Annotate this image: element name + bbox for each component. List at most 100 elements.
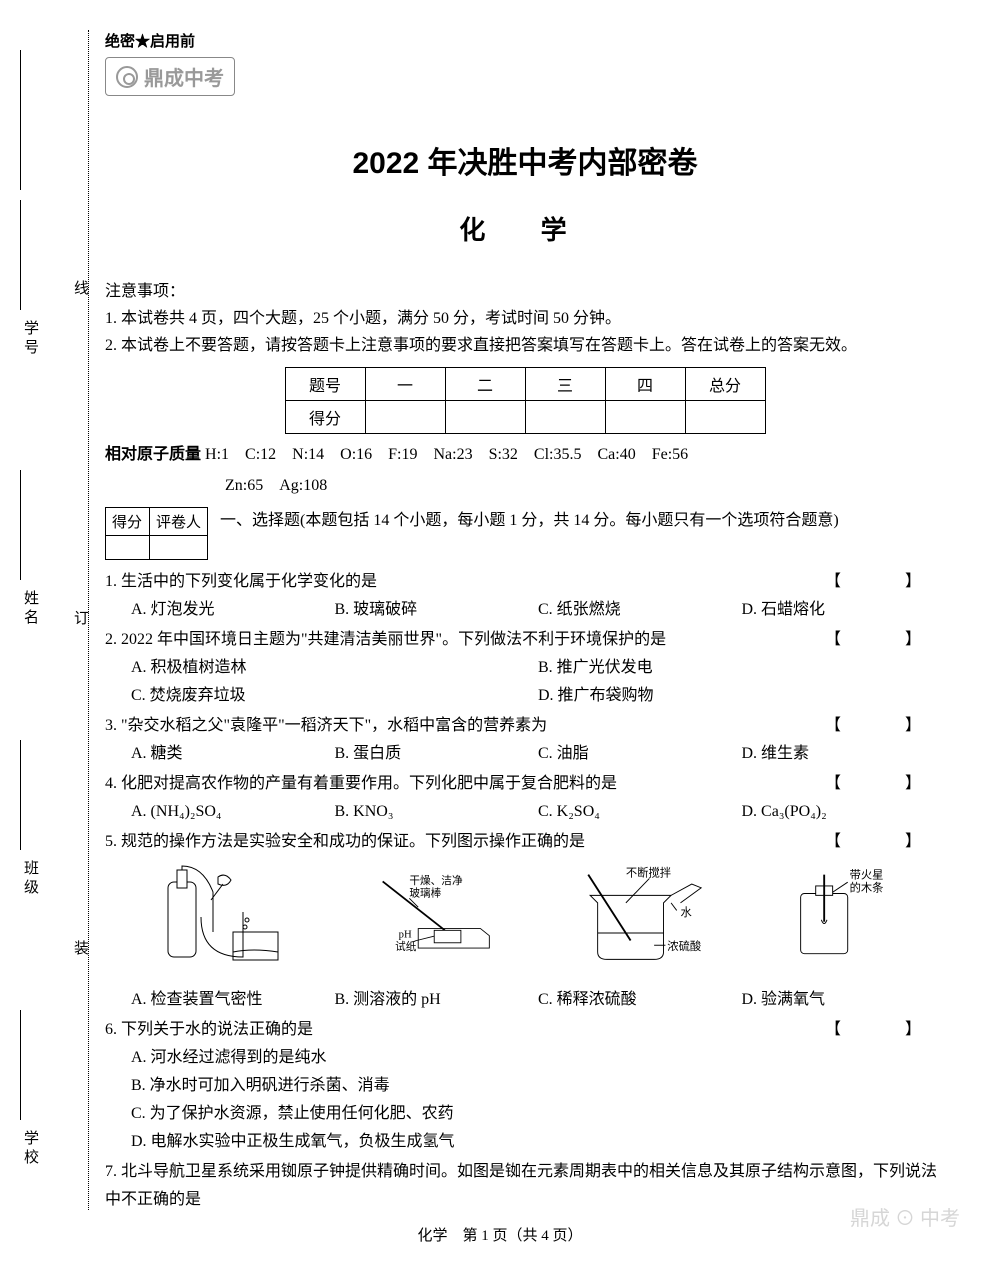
- question-1: 1. 生活中的下列变化属于化学变化的是 【 】 A. 灯泡发光 B. 玻璃破碎 …: [105, 568, 945, 624]
- td-blank: [525, 400, 605, 433]
- question-6: 6. 下列关于水的说法正确的是 【 】 A. 河水经过滤得到的是纯水 B. 净水…: [105, 1016, 945, 1156]
- question-5: 5. 规范的操作方法是实验安全和成功的保证。下列图示操作正确的是 【 】: [105, 828, 945, 1014]
- q6-opt-A: A. 河水经过滤得到的是纯水: [105, 1044, 945, 1072]
- q6-B: B. 净水时可加入明矾进行杀菌、消毒: [131, 1072, 945, 1100]
- table-row: 题号 一 二 三 四 总分: [285, 367, 765, 400]
- q1-text: 1. 生活中的下列变化属于化学变化的是: [105, 568, 825, 596]
- atomic-label: 相对原子质量: [105, 446, 201, 463]
- q3-A: A. 糖类: [131, 740, 335, 768]
- q2-D: D. 推广布袋购物: [538, 682, 945, 710]
- exam-subject: 化 学: [105, 210, 945, 247]
- answer-bracket: 【 】: [825, 770, 945, 798]
- label-glass-rod: 干燥、洁净: [410, 874, 464, 887]
- answer-bracket: 【 】: [825, 712, 945, 740]
- q1-C: C. 纸张燃烧: [538, 596, 742, 624]
- logo-badge: 鼎成中考: [105, 57, 235, 96]
- q6-opt-B: B. 净水时可加入明矾进行杀菌、消毒: [105, 1072, 945, 1100]
- q6-A: A. 河水经过滤得到的是纯水: [131, 1044, 945, 1072]
- q6-text: 6. 下列关于水的说法正确的是: [105, 1016, 825, 1044]
- q6-C: C. 为了保护水资源，禁止使用任何化肥、农药: [131, 1100, 945, 1128]
- q5-diagram-D: 带火星 的木条: [742, 862, 946, 980]
- grader-blank: [106, 535, 150, 559]
- notice-heading: 注意事项：: [105, 277, 945, 301]
- confidential-label: 绝密★启用前: [105, 30, 945, 51]
- notice-item-1: 1. 本试卷共 4 页，四个大题，25 个小题，满分 50 分，考试时间 50 …: [105, 307, 945, 332]
- td-blank: [605, 400, 685, 433]
- th-3: 三: [525, 367, 605, 400]
- q5-diagrams: 干燥、洁净 玻璃棒 pH 试纸 不断搅拌: [105, 862, 945, 980]
- svg-text:带火星: 带火星: [850, 868, 884, 881]
- section-1-title: 一、选择题(本题包括 14 个小题，每小题 1 分，共 14 分。每小题只有一个…: [220, 507, 945, 533]
- ph-test-icon: 干燥、洁净 玻璃棒 pH 试纸: [356, 862, 516, 972]
- q3-text: 3. "杂交水稻之父"袁隆平"一稻济天下"，水稻中富含的营养素为: [105, 712, 825, 740]
- watermark: 鼎成 ⊙ 中考: [850, 1202, 960, 1231]
- q2-text: 2. 2022 年中国环境日主题为"共建清洁美丽世界"。下列做法不利于环境保护的…: [105, 626, 825, 654]
- question-2: 2. 2022 年中国环境日主题为"共建清洁美丽世界"。下列做法不利于环境保护的…: [105, 626, 945, 710]
- q1-D: D. 石蜡熔化: [742, 596, 946, 624]
- exam-title: 2022 年决胜中考内部密卷: [105, 138, 945, 182]
- dilute-acid-icon: 不断搅拌 水 浓硫酸: [560, 862, 720, 972]
- answer-bracket: 【 】: [825, 828, 945, 856]
- td-blank: [365, 400, 445, 433]
- td-blank: [445, 400, 525, 433]
- section-1-header: 得分评卷人 一、选择题(本题包括 14 个小题，每小题 1 分，共 14 分。每…: [105, 507, 945, 560]
- atomic-values: H:1 C:12 N:14 O:16 F:19 Na:23 S:32 Cl:35…: [205, 446, 688, 463]
- svg-text:不断搅拌: 不断搅拌: [626, 865, 671, 879]
- q1-options: A. 灯泡发光 B. 玻璃破碎 C. 纸张燃烧 D. 石蜡熔化: [105, 596, 945, 624]
- answer-bracket: 【 】: [825, 626, 945, 654]
- q1-B: B. 玻璃破碎: [335, 596, 539, 624]
- th-4: 四: [605, 367, 685, 400]
- q6-D: D. 电解水实验中正极生成氧气，负极生成氢气: [131, 1128, 945, 1156]
- page-content: 绝密★启用前 鼎成中考 2022 年决胜中考内部密卷 化 学 注意事项： 1. …: [0, 0, 1000, 1261]
- q3-B: B. 蛋白质: [335, 740, 539, 768]
- q5-diagram-B: 干燥、洁净 玻璃棒 pH 试纸: [335, 862, 539, 980]
- score-table: 题号 一 二 三 四 总分 得分: [285, 367, 766, 434]
- atomic-mass-line: 相对原子质量 H:1 C:12 N:14 O:16 F:19 Na:23 S:3…: [105, 442, 945, 468]
- svg-text:的木条: 的木条: [850, 880, 884, 894]
- notice-item-2: 2. 本试卷上不要答题，请按答题卡上注意事项的要求直接把答案填写在答题卡上。答在…: [105, 334, 945, 359]
- q2-A: A. 积极植树造林: [131, 654, 538, 682]
- th-total: 总分: [685, 367, 765, 400]
- logo-text: 鼎成中考: [144, 62, 224, 91]
- q5-text: 5. 规范的操作方法是实验安全和成功的保证。下列图示操作正确的是: [105, 828, 825, 856]
- question-7: 7. 北斗导航卫星系统采用铷原子钟提供精确时间。如图是铷在元素周期表中的相关信息…: [105, 1158, 945, 1214]
- th-num: 题号: [285, 367, 365, 400]
- atomic-mass-line2: Zn:65 Ag:108: [105, 473, 945, 499]
- q5-C: C. 稀释浓硫酸: [538, 986, 742, 1014]
- q5-diagram-A: [131, 862, 335, 980]
- q2-B: B. 推广光伏发电: [538, 654, 945, 682]
- q2-C: C. 焚烧废弃垃圾: [131, 682, 538, 710]
- q5-A: A. 检查装置气密性: [131, 986, 335, 1014]
- q5-options: A. 检查装置气密性 B. 测溶液的 pH C. 稀释浓硫酸 D. 验满氧气: [105, 986, 945, 1014]
- question-3: 3. "杂交水稻之父"袁隆平"一稻济天下"，水稻中富含的营养素为 【 】 A. …: [105, 712, 945, 768]
- q4-D: D. Ca₃(PO₄)₂: [742, 798, 946, 826]
- q4-C: C. K₂SO₄: [538, 798, 742, 826]
- q6-opt-D: D. 电解水实验中正极生成氧气，负极生成氢气: [105, 1128, 945, 1156]
- q2-options-1: A. 积极植树造林 B. 推广光伏发电: [105, 654, 945, 682]
- q4-A: A. (NH₄)₂SO₄: [131, 798, 335, 826]
- table-row: 得分: [285, 400, 765, 433]
- th-1: 一: [365, 367, 445, 400]
- q3-D: D. 维生素: [742, 740, 946, 768]
- svg-text:浓硫酸: 浓硫酸: [667, 939, 701, 953]
- svg-text:玻璃棒: 玻璃棒: [410, 886, 442, 899]
- svg-text:水: 水: [680, 906, 691, 919]
- th-2: 二: [445, 367, 525, 400]
- q3-options: A. 糖类 B. 蛋白质 C. 油脂 D. 维生素: [105, 740, 945, 768]
- svg-text:试纸: 试纸: [395, 940, 417, 953]
- grader-blank: [150, 535, 208, 559]
- q2-options-2: C. 焚烧废弃垃圾 D. 推广布袋购物: [105, 682, 945, 710]
- q7-text: 7. 北斗导航卫星系统采用铷原子钟提供精确时间。如图是铷在元素周期表中的相关信息…: [105, 1158, 945, 1214]
- grader-score: 得分: [106, 507, 150, 535]
- q4-text: 4. 化肥对提高农作物的产量有着重要作用。下列化肥中属于复合肥料的是: [105, 770, 825, 798]
- q3-C: C. 油脂: [538, 740, 742, 768]
- svg-text:pH: pH: [399, 929, 412, 940]
- answer-bracket: 【 】: [825, 568, 945, 596]
- q6-opt-C: C. 为了保护水资源，禁止使用任何化肥、农药: [105, 1100, 945, 1128]
- td-blank: [685, 400, 765, 433]
- logo-icon: [116, 66, 138, 88]
- q4-options: A. (NH₄)₂SO₄ B. KNO₃ C. K₂SO₄ D. Ca₃(PO₄…: [105, 798, 945, 826]
- question-4: 4. 化肥对提高农作物的产量有着重要作用。下列化肥中属于复合肥料的是 【 】 A…: [105, 770, 945, 826]
- q5-D: D. 验满氧气: [742, 986, 946, 1014]
- grader-table: 得分评卷人: [105, 507, 208, 560]
